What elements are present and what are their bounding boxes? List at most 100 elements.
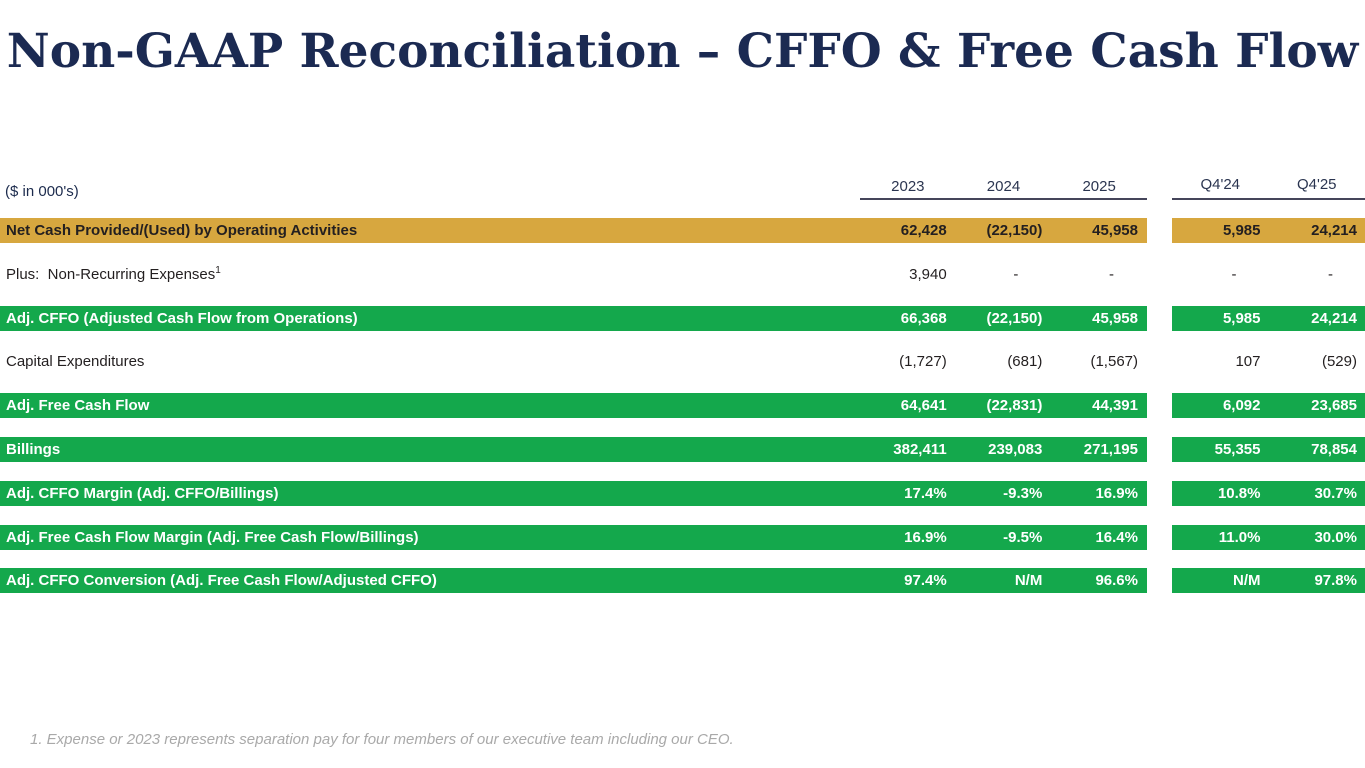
header-annual-block: ($ in 000's) 2023 2024 2025: [0, 176, 1147, 200]
cell-2024: -9.5%: [1003, 528, 1043, 546]
cell-2024: (22,150): [986, 222, 1043, 239]
cell-2023: 17.4%: [904, 484, 947, 502]
row-label: Adj. Free Cash Flow Margin (Adj. Free Ca…: [6, 528, 419, 546]
table-row-billings: Billings 382,411 239,083 271,195 55,355 …: [0, 436, 1365, 462]
cell-q424: 5,985: [1222, 309, 1261, 327]
cell-2024: (22,150): [986, 309, 1043, 327]
column-gap: [1147, 481, 1172, 506]
cell-2024: -9.3%: [1003, 484, 1043, 502]
cell-q424: N/M: [1233, 572, 1261, 590]
column-gap: [1147, 525, 1172, 550]
cell-q425: 78,854: [1311, 440, 1357, 458]
col-header-q424: Q4'24: [1200, 176, 1241, 193]
cell-2024: (22,831): [986, 397, 1043, 415]
cell-2023: 97.4%: [904, 572, 947, 590]
row-quarter-block: 55,355 78,854: [1172, 436, 1365, 462]
quarter-column-headers: Q4'24 Q4'25: [1172, 176, 1365, 200]
cell-2025: 45,958: [1092, 222, 1138, 239]
cell-2023: (1,727): [899, 353, 947, 371]
table-row-net-cash-operating: Net Cash Provided/(Used) by Operating Ac…: [0, 218, 1365, 243]
cell-2025: (1,567): [1090, 353, 1138, 371]
cell-2023: 64,641: [900, 397, 947, 415]
table-row-adj-cffo-conversion: Adj. CFFO Conversion (Adj. Free Cash Flo…: [0, 568, 1365, 594]
column-gap: [1147, 349, 1172, 374]
cell-q425: -: [1328, 265, 1333, 283]
row-quarter-block: 6,092 23,685: [1172, 393, 1365, 419]
col-header-2024: 2024: [986, 178, 1021, 195]
row-quarter-block: 5,985 24,214: [1172, 218, 1365, 243]
col-header-2023: 2023: [891, 178, 925, 195]
cell-2023: 16.9%: [904, 528, 947, 546]
col-header-q425: Q4'25: [1296, 176, 1337, 193]
cell-q425: 23,685: [1311, 397, 1357, 415]
footnote: 1. Expense or 2023 represents separation…: [30, 731, 734, 748]
row-quarter-block: 5,985 24,214: [1172, 305, 1365, 331]
cell-q425: 30.7%: [1314, 484, 1357, 502]
reconciliation-table: ($ in 000's) 2023 2024 2025 Q4'24 Q4'25 …: [0, 176, 1365, 612]
cell-2025: 96.6%: [1095, 572, 1138, 590]
cell-2025: 45,958: [1092, 309, 1138, 327]
table-header-row: ($ in 000's) 2023 2024 2025 Q4'24 Q4'25: [0, 176, 1365, 200]
table-row-capital-expenditures: Capital Expenditures (1,727) (681) (1,56…: [0, 349, 1365, 374]
cell-q425: (529): [1321, 353, 1357, 371]
row-annual-block: Adj. CFFO (Adjusted Cash Flow from Opera…: [0, 305, 1147, 331]
table-row-adj-cffo: Adj. CFFO (Adjusted Cash Flow from Opera…: [0, 305, 1365, 331]
cell-2025: 16.9%: [1095, 484, 1138, 502]
table-row-non-recurring-expenses: Plus: Non-Recurring Expenses1 3,940 - - …: [0, 262, 1365, 287]
cell-2024: -: [1013, 265, 1019, 283]
cell-q425: 24,214: [1311, 222, 1357, 239]
row-label: Capital Expenditures: [6, 353, 145, 371]
cell-q424: 6,092: [1222, 397, 1261, 415]
row-annual-block: Adj. Free Cash Flow 64,641 (22,831) 44,3…: [0, 393, 1147, 419]
cell-2025: 271,195: [1083, 440, 1138, 458]
row-label: Plus: Non-Recurring Expenses1: [6, 265, 221, 283]
cell-q424: -: [1231, 265, 1237, 283]
column-gap: [1147, 568, 1172, 593]
footnote-ref: 1: [215, 265, 221, 276]
row-quarter-block: N/M 97.8%: [1172, 568, 1365, 594]
row-label: Adj. Free Cash Flow: [6, 397, 150, 415]
table-row-adj-fcf-margin: Adj. Free Cash Flow Margin (Adj. Free Ca…: [0, 524, 1365, 550]
col-header-2025: 2025: [1082, 178, 1116, 195]
page-title: Non-GAAP Reconciliation – CFFO & Free Ca…: [6, 24, 1359, 79]
row-quarter-block: 10.8% 30.7%: [1172, 480, 1365, 506]
column-gap: [1147, 176, 1172, 200]
row-label: Billings: [6, 440, 61, 458]
cell-q425: 30.0%: [1314, 528, 1357, 546]
cell-q425: 97.8%: [1314, 572, 1357, 590]
row-annual-block: Net Cash Provided/(Used) by Operating Ac…: [0, 218, 1147, 243]
cell-2023: 66,368: [900, 309, 947, 327]
cell-q424: 107: [1235, 353, 1261, 371]
cell-2025: 44,391: [1092, 397, 1138, 415]
units-label: ($ in 000's): [5, 183, 79, 200]
cell-q424: 55,355: [1214, 440, 1261, 458]
row-annual-block: Adj. Free Cash Flow Margin (Adj. Free Ca…: [0, 524, 1147, 550]
cell-q425: 24,214: [1311, 309, 1357, 327]
cell-2024: N/M: [1014, 572, 1043, 590]
row-label: Adj. CFFO (Adjusted Cash Flow from Opera…: [6, 309, 358, 327]
column-gap: [1147, 262, 1172, 287]
cell-2023: 62,428: [900, 222, 947, 239]
row-quarter-block: 107 (529): [1172, 349, 1365, 374]
row-annual-block: Plus: Non-Recurring Expenses1 3,940 - -: [0, 262, 1147, 287]
cell-2025: 16.4%: [1095, 528, 1138, 546]
column-gap: [1147, 218, 1172, 243]
cell-q424: 10.8%: [1217, 484, 1261, 502]
row-label: Adj. CFFO Margin (Adj. CFFO/Billings): [6, 484, 279, 502]
cell-2023: 3,940: [909, 265, 947, 283]
column-gap: [1147, 393, 1172, 418]
row-annual-block: Billings 382,411 239,083 271,195: [0, 436, 1147, 462]
table-row-adj-cffo-margin: Adj. CFFO Margin (Adj. CFFO/Billings) 17…: [0, 480, 1365, 506]
row-label: Net Cash Provided/(Used) by Operating Ac…: [6, 222, 358, 239]
cell-2023: 382,411: [893, 440, 947, 458]
row-quarter-block: 11.0% 30.0%: [1172, 524, 1365, 550]
row-annual-block: Adj. CFFO Margin (Adj. CFFO/Billings) 17…: [0, 480, 1147, 506]
row-quarter-block: - -: [1172, 262, 1365, 287]
cell-2025: -: [1109, 265, 1114, 283]
column-gap: [1147, 306, 1172, 331]
column-gap: [1147, 437, 1172, 462]
cell-q424: 11.0%: [1218, 528, 1261, 546]
row-annual-block: Adj. CFFO Conversion (Adj. Free Cash Flo…: [0, 568, 1147, 594]
row-annual-block: Capital Expenditures (1,727) (681) (1,56…: [0, 349, 1147, 374]
